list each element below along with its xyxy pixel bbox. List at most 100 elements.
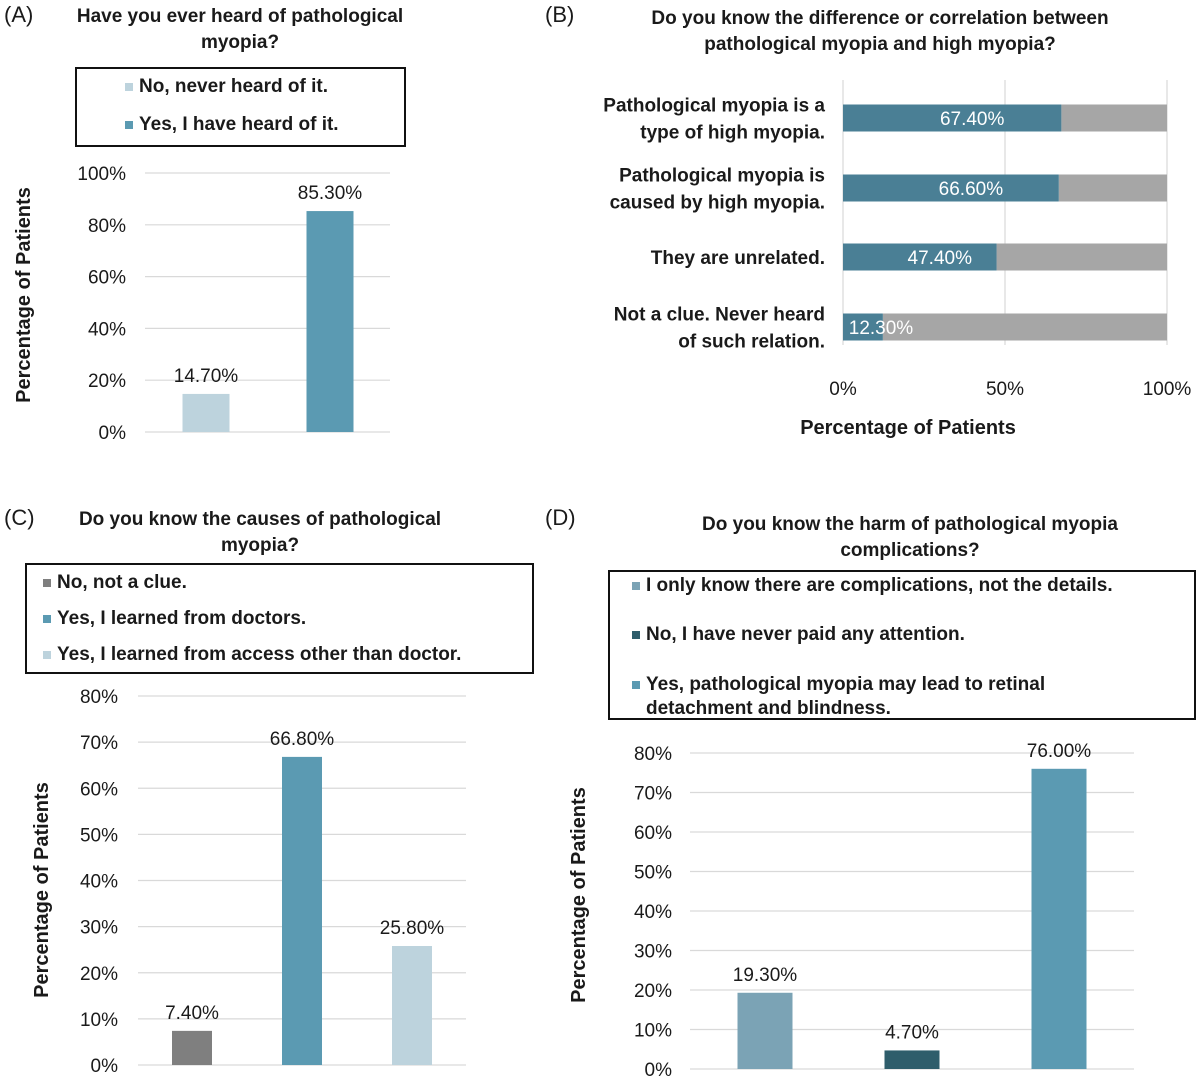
legend-swatch (43, 615, 51, 623)
chart-c: 0% 10% 20% 30% 40% 50% 60% 70% 80% 7.40% 66.80% 25.… (31, 687, 466, 1077)
y-tick-label: 50% (634, 863, 672, 884)
chart-title-c-line-2: myopia? (220, 535, 300, 556)
bar (843, 313, 883, 341)
y-tick-label: 20% (88, 371, 126, 392)
y-tick-label: 20% (634, 981, 672, 1002)
y-tick-label: 10% (80, 1010, 118, 1031)
legend-c: No, not a clue. Yes, I learned from doct… (25, 563, 534, 674)
x-tick-label: 0% (829, 379, 857, 400)
legend-swatch (632, 681, 640, 689)
bar (843, 174, 1059, 202)
legend-d-label-3-line-1: Yes, pathological myopia may lead to ret… (646, 674, 1046, 695)
y-tick-label: 70% (634, 784, 672, 805)
legend-swatch (125, 83, 133, 91)
y-tick-label: 0% (99, 423, 127, 444)
legend-a-label-1: No, never heard of it. (139, 76, 328, 97)
chart-b: 0% 50% 100% 67.40% Pathological myopia is a t… (603, 80, 1192, 439)
data-label: 66.60% (939, 179, 1004, 200)
legend-c-item-3: Yes, I learned from access other than do… (43, 643, 461, 667)
y-tick-label: 30% (634, 942, 672, 963)
legend-c-item-2: Yes, I learned from doctors. (43, 607, 306, 631)
data-label: 19.30% (733, 965, 798, 986)
y-tick-label: 0% (645, 1060, 673, 1081)
y-tick-label: 30% (80, 918, 118, 939)
legend-c-label-2: Yes, I learned from doctors. (57, 608, 307, 629)
bar (843, 104, 1062, 132)
legend-d-item-3: Yes, pathological myopia may lead to ret… (632, 673, 1045, 721)
legend-swatch (43, 579, 51, 587)
x-tick-label: 100% (1143, 379, 1192, 400)
data-label: 66.80% (270, 729, 335, 750)
chart-title-a-line-2: myopia? (200, 32, 280, 53)
bar (182, 393, 230, 432)
y-tick-label: 40% (634, 902, 672, 923)
data-label: 85.30% (298, 183, 363, 204)
data-label: 25.80% (380, 918, 445, 939)
data-label: 14.70% (174, 366, 239, 387)
bar (884, 1050, 940, 1069)
legend-d-item-1: I only know there are complications, not… (632, 574, 1113, 598)
legend-c-label-3: Yes, I learned from access other than do… (57, 644, 462, 665)
y-tick-label: 50% (80, 825, 118, 846)
category-label: They are unrelated. (651, 248, 825, 269)
category-label: caused by high myopia. (610, 193, 825, 214)
legend-a-item-1: No, never heard of it. (125, 75, 328, 99)
legend-d-label-1: I only know there are complications, not… (646, 575, 1113, 596)
y-tick-label: 40% (80, 872, 118, 893)
chart-title-a: Have you ever heard of pathological myop… (40, 4, 440, 56)
category-label: Not a clue. Never heard (614, 305, 825, 326)
bar (282, 756, 322, 1065)
data-label: 76.00% (1027, 741, 1092, 762)
y-tick-label: 70% (80, 733, 118, 754)
bar (1031, 768, 1087, 1069)
chart-title-d: Do you know the harm of pathological myo… (610, 512, 1200, 564)
chart-title-b-line-1: Do you know the difference or correlatio… (651, 8, 1109, 29)
y-axis-title: Percentage of Patients (13, 187, 35, 403)
remainder-bar (1058, 174, 1167, 202)
chart-title-a-line-1: Have you ever heard of pathological (76, 6, 404, 27)
remainder-bar (1061, 104, 1167, 132)
legend-a-item-2: Yes, I have heard of it. (125, 113, 339, 137)
y-tick-label: 0% (91, 1056, 119, 1077)
y-tick-label: 60% (634, 823, 672, 844)
chart-title-d-line-2: complications? (840, 540, 980, 561)
data-label: 7.40% (165, 1003, 219, 1024)
legend-a-label-2: Yes, I have heard of it. (139, 114, 339, 135)
legend-c-item-1: No, not a clue. (43, 571, 187, 595)
legend-swatch (125, 121, 133, 129)
category-label: Pathological myopia is a (603, 96, 825, 117)
y-tick-label: 80% (80, 687, 118, 708)
legend-swatch (632, 631, 640, 639)
y-tick-label: 60% (80, 779, 118, 800)
legend-swatch (632, 582, 640, 590)
bar (737, 992, 793, 1069)
legend-d-label-3-line-2: detachment and blindness. (646, 698, 891, 719)
y-tick-label: 10% (634, 1021, 672, 1042)
x-tick-label: 50% (986, 379, 1024, 400)
bar (392, 945, 432, 1065)
bar (172, 1030, 212, 1065)
panel-label-b: (B) (545, 2, 575, 27)
y-axis-title: Percentage of Patients (568, 787, 590, 1003)
category-label: type of high myopia. (640, 123, 825, 144)
legend-d-label-3: Yes, pathological myopia may lead to ret… (646, 673, 1045, 721)
legend-c-label-1: No, not a clue. (57, 572, 187, 593)
y-tick-label: 100% (77, 164, 126, 185)
chart-title-c-line-1: Do you know the causes of pathological (78, 509, 442, 530)
bar (306, 211, 354, 432)
remainder-bar (996, 243, 1167, 271)
bar (843, 243, 997, 271)
panel-label-a: (A) (4, 2, 34, 27)
data-label: 67.40% (940, 109, 1005, 130)
y-tick-label: 20% (80, 964, 118, 985)
chart-title-b: Do you know the difference or correlatio… (585, 6, 1175, 58)
legend-a: No, never heard of it. Yes, I have heard… (75, 67, 406, 147)
y-tick-label: 40% (88, 319, 126, 340)
legend-swatch (43, 651, 51, 659)
panel-label-d: (D) (545, 505, 576, 530)
chart-d: 0% 10% 20% 30% 40% 50% 60% 70% 80% 19.30% 4.70% 76.… (568, 741, 1134, 1081)
x-axis-title: Percentage of Patients (800, 417, 1016, 439)
data-label: 4.70% (885, 1022, 939, 1043)
chart-a: 0% 20% 40% 60% 80% 100% 14.70% 85.30% Percentage… (13, 164, 390, 444)
y-tick-label: 60% (88, 268, 126, 289)
